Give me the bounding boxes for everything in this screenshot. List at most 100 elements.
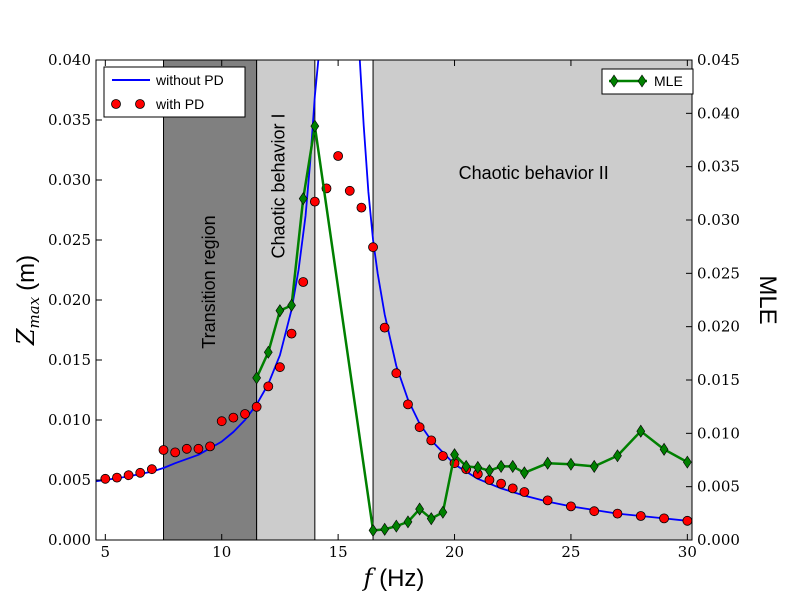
point-with-pd-6	[170, 447, 181, 458]
point-with-pd-37	[542, 495, 553, 506]
point-mle-6	[368, 523, 378, 537]
point-with-pd-4	[146, 464, 157, 475]
region-label-chaotic-behavior-i: Chaotic behavior I	[269, 113, 289, 258]
point-with-pd-34	[496, 478, 506, 489]
point-mle-19	[520, 466, 529, 480]
point-mle-5	[310, 119, 320, 133]
point-mle-20	[543, 456, 553, 470]
point-with-pd-10	[216, 416, 227, 427]
point-with-pd-41	[635, 511, 646, 521]
x-tick-label-25: 25	[561, 543, 580, 561]
point-with-pd-15	[275, 362, 285, 373]
y-left-tick-label-1: 0.005	[48, 471, 91, 489]
legend-left-box	[103, 66, 246, 118]
y-left-axis-label-unit: (m)	[13, 255, 40, 291]
x-tick-label-30: 30	[678, 543, 697, 561]
x-tick-label-5: 5	[101, 543, 111, 561]
point-mle-26	[682, 455, 692, 469]
point-mle-22	[589, 459, 599, 473]
point-mle-24	[636, 424, 646, 438]
y-right-tick-label-3: 0.015	[697, 371, 740, 389]
region-chaotic-behavior-i	[256, 60, 316, 540]
point-mle-1	[263, 345, 273, 359]
y-left-axis-label-subscript: max	[25, 296, 43, 328]
point-with-pd-7	[181, 443, 192, 454]
point-with-pd-0	[100, 473, 111, 484]
y-left-tick-label-5: 0.025	[48, 231, 91, 249]
point-mle-12	[438, 505, 448, 519]
point-with-pd-23	[368, 242, 378, 253]
point-mle-10	[415, 502, 424, 516]
legend-with-pd-label: with PD	[155, 96, 204, 112]
point-with-pd-29	[437, 451, 448, 461]
point-with-pd-40	[612, 508, 623, 519]
point-mle-4	[298, 192, 308, 206]
point-with-pd-35	[507, 483, 518, 494]
point-with-pd-21	[344, 185, 355, 196]
y-left-tick-label-8: 0.040	[48, 51, 91, 69]
region-labels: Transition region Chaotic behavior I Chaot…	[199, 113, 609, 348]
point-mle-18	[508, 459, 518, 473]
point-with-pd-17	[298, 277, 309, 287]
legend-left: without PD with PD	[103, 66, 246, 118]
x-axis-label-unit: (Hz)	[379, 565, 424, 592]
point-with-pd-12	[240, 409, 250, 419]
point-mle-9	[403, 515, 413, 529]
y-left-tick-label-0: 0.000	[48, 531, 91, 549]
point-mle-0	[252, 371, 262, 385]
y-right-tick-label-7: 0.035	[697, 158, 740, 176]
y-left-tick-label-4: 0.020	[48, 291, 91, 309]
legend-with-pd-marker-1	[111, 99, 121, 109]
shaded-regions	[163, 60, 692, 540]
point-mle-17	[496, 459, 506, 473]
region-label-chaotic-behavior-ii: Chaotic behavior II	[459, 163, 609, 183]
y-right-tick-label-0: 0.000	[697, 531, 740, 549]
point-mle-13	[450, 448, 459, 462]
legend-with-pd-marker-2	[135, 99, 145, 109]
point-with-pd-28	[426, 435, 437, 446]
y-right-tick-label-6: 0.030	[697, 211, 740, 229]
point-with-pd-3	[135, 467, 146, 478]
point-with-pd-20	[333, 151, 344, 161]
x-tick-label-20: 20	[445, 543, 464, 561]
region-chaotic-behavior-ii	[372, 60, 692, 540]
y-right-tick-label-4: 0.020	[697, 318, 740, 336]
point-mle-23	[613, 449, 622, 463]
x-tick-label-15: 15	[329, 543, 348, 561]
y-left-tick-label-2: 0.010	[48, 411, 91, 429]
y-left-axis-label: Zmax (m)	[12, 255, 43, 346]
point-mle-14	[461, 459, 471, 473]
point-mle-7	[380, 522, 390, 536]
point-with-pd-8	[193, 443, 204, 454]
point-mle-15	[473, 460, 483, 475]
point-mle-11	[426, 512, 436, 526]
point-with-pd-13	[251, 401, 262, 412]
point-with-pd-39	[589, 506, 600, 517]
y-right-tick-label-8: 0.040	[697, 104, 740, 122]
y-right-tick-label-9: 0.045	[697, 51, 740, 69]
point-with-pd-25	[391, 368, 402, 379]
point-with-pd-27	[414, 422, 425, 433]
point-with-pd-16	[286, 328, 297, 339]
point-with-pd-11	[228, 412, 239, 423]
x-axis-label-symbol: f	[362, 564, 377, 592]
y-right-tick-label-5: 0.025	[697, 264, 740, 282]
region-label-transition-region: Transition region	[199, 215, 219, 348]
series-layer	[96, 60, 692, 537]
point-with-pd-1	[112, 472, 122, 483]
point-mle-16	[485, 464, 494, 478]
legend-without-pd-label: without PD	[155, 72, 224, 88]
legend-mle-marker-1	[609, 74, 619, 88]
y-right-axis-label: MLE	[754, 275, 781, 324]
plot-frame	[95, 59, 693, 541]
point-mle-2	[275, 304, 285, 318]
point-with-pd-18	[309, 196, 320, 207]
point-mle-21	[566, 457, 576, 471]
point-mle-8	[391, 519, 401, 533]
y-left-axis-label-symbol: Z	[12, 327, 40, 346]
point-with-pd-2	[123, 470, 134, 481]
point-with-pd-14	[263, 381, 274, 392]
legend-mle-label: MLE	[654, 73, 683, 89]
y-right-tick-label-2: 0.010	[697, 424, 740, 442]
